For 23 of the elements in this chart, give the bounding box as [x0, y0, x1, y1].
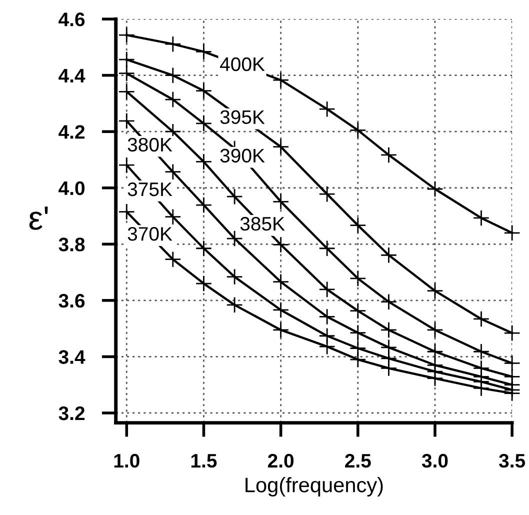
series-label: 400K [220, 57, 265, 72]
x-tick-label: 1.0 [114, 454, 140, 468]
series-label: 380K [128, 138, 172, 152]
y-tick-label: 4.2 [58, 125, 85, 139]
series-label: 395K [220, 110, 265, 124]
y-tick-label: 3.4 [58, 350, 86, 364]
x-tick-label: 3.5 [499, 454, 526, 468]
x-tick-label: 2.5 [345, 454, 371, 468]
y-axis-title: ε' [29, 206, 48, 230]
x-tick-label: 3.0 [422, 454, 448, 468]
x-tick-label: 2.0 [268, 454, 294, 468]
y-tick-label: 4.4 [58, 68, 86, 82]
series-label: 375K [128, 182, 172, 196]
x-axis-title: Log(frequency) [246, 477, 383, 496]
series-label: 385K [240, 216, 285, 231]
y-tick-label: 4.0 [58, 181, 84, 196]
series-label: 390K [220, 148, 265, 163]
series-label: 370K [128, 227, 172, 241]
x-tick-label: 1.5 [191, 454, 217, 468]
y-tick-label: 3.2 [58, 406, 85, 420]
y-tick-label: 4.6 [58, 12, 85, 26]
y-tick-label: 3.6 [58, 294, 85, 308]
y-tick-label: 3.8 [58, 238, 85, 252]
